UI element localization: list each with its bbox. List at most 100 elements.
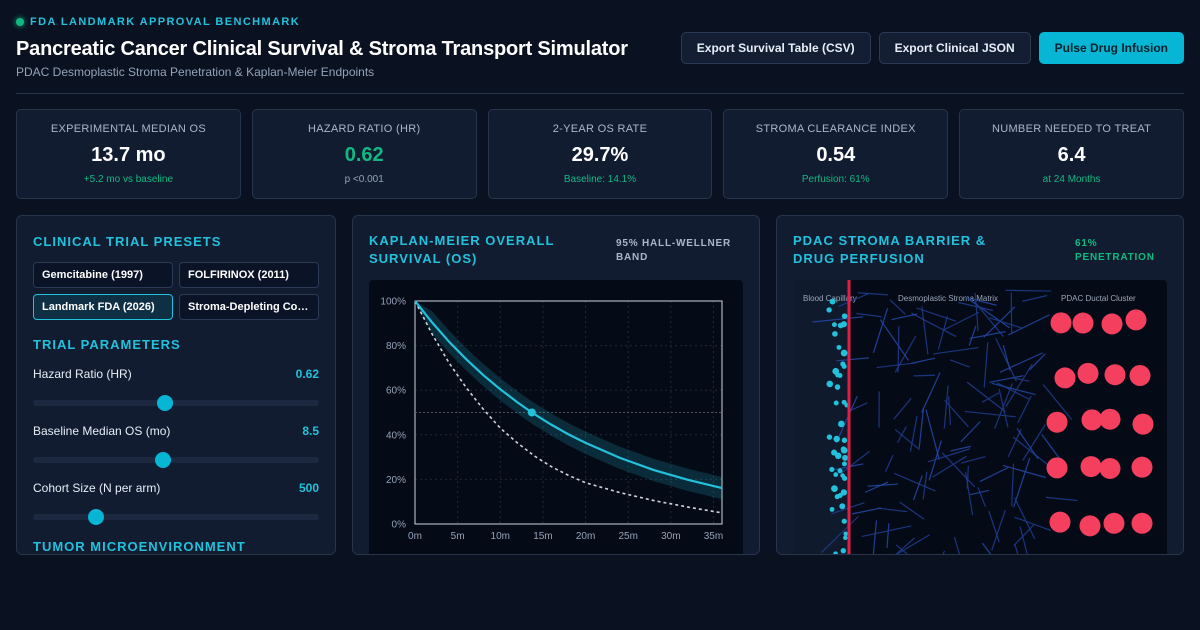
collagen-fiber [927, 448, 970, 463]
preset-stroma-depleting[interactable]: Stroma-Depleting Combo [179, 294, 319, 320]
collagen-fiber [999, 352, 1043, 373]
collagen-fiber [988, 510, 1000, 543]
collagen-fiber [879, 319, 910, 361]
hazard-ratio-slider[interactable] [33, 395, 319, 411]
collagen-fiber [867, 483, 898, 487]
preset-gemcitabine[interactable]: Gemcitabine (1997) [33, 262, 173, 288]
collagen-fiber [1022, 294, 1048, 302]
collagen-fiber [983, 306, 1016, 338]
collagen-fiber [968, 325, 977, 346]
collagen-fiber [1014, 543, 1019, 554]
y-tick-label: 100% [380, 297, 406, 308]
tumor-cell [1104, 364, 1126, 386]
tumor-cells [1046, 309, 1154, 537]
collagen-fiber [932, 455, 967, 478]
tumor-cell [1050, 312, 1072, 334]
km-badge: 95% HALL-WELLNER BAND [616, 238, 732, 263]
drug-particle [837, 372, 843, 378]
tumor-cell [1129, 365, 1151, 387]
param-value: 500 [298, 481, 319, 495]
kpi-sub: +5.2 mo vs baseline [83, 174, 173, 185]
kpi-sub: Baseline: 14.1% [563, 174, 637, 185]
collagen-fiber [933, 346, 979, 355]
zone-label-capillary: Blood Capillary [803, 294, 857, 303]
collagen-fiber [899, 501, 925, 520]
slider-thumb[interactable] [156, 395, 173, 411]
collagen-fiber [942, 550, 946, 554]
slider-thumb[interactable] [87, 509, 104, 525]
collagen-fiber [916, 307, 956, 322]
drug-particle [837, 322, 844, 329]
collagen-fiber [989, 317, 1023, 329]
app-header: FDA LANDMARK APPROVAL BENCHMARK Pancreat… [16, 16, 1184, 94]
stroma-title: PDAC STROMA BARRIER & DRUG PERFUSION [793, 233, 987, 266]
collagen-fiber [1041, 433, 1063, 463]
preset-landmark-fda[interactable]: Landmark FDA (2026) [33, 294, 173, 320]
kpi-label: STROMA CLEARANCE INDEX [755, 123, 916, 135]
export-json-button[interactable]: Export Clinical JSON [878, 32, 1031, 64]
collagen-fiber [872, 308, 889, 353]
collagen-fiber [1007, 429, 1022, 458]
tumor-cell [1049, 511, 1071, 533]
collagen-fiber [911, 312, 957, 338]
presets-title: CLINICAL TRIAL PRESETS [33, 234, 222, 249]
kpi-sub: Perfusion: 61% [801, 174, 870, 185]
drug-particle [834, 494, 840, 500]
median-os-marker[interactable] [527, 408, 536, 417]
collagen-fiber [950, 359, 970, 368]
experimental-arm-curve [414, 300, 723, 490]
baseline-os-slider[interactable] [33, 452, 319, 468]
drug-particle [829, 506, 835, 512]
drug-particle [837, 468, 843, 474]
collagen-fiber [928, 440, 942, 481]
control-arm-curve [414, 300, 723, 514]
cohort-size-slider[interactable] [33, 509, 319, 525]
kpi-median-os: EXPERIMENTAL MEDIAN OS 13.7 mo +5.2 mo v… [16, 109, 241, 199]
zone-label-tumor: PDAC Ductal Cluster [1061, 294, 1136, 303]
slider-thumb[interactable] [155, 452, 172, 468]
collagen-fiber [989, 375, 1024, 383]
collagen-fiber [1011, 463, 1015, 507]
collagen-fiber [1005, 364, 1033, 407]
x-tick-label: 15m [533, 531, 552, 542]
collagen-fiber [960, 421, 981, 443]
tumor-cell [1101, 313, 1123, 335]
presets-panel: CLINICAL TRIAL PRESETS Gemcitabine (1997… [16, 215, 336, 555]
collagen-fiber [966, 465, 969, 489]
page-subtitle: PDAC Desmoplastic Stroma Penetration & K… [16, 65, 375, 79]
collagen-fiber [921, 306, 929, 355]
drug-particle [841, 313, 848, 320]
preset-folfirinox[interactable]: FOLFIRINOX (2011) [179, 262, 319, 288]
drug-particle [843, 535, 848, 541]
collagen-fiber [1019, 526, 1028, 554]
collagen-fiber [884, 454, 894, 472]
drug-particle [829, 298, 836, 305]
param-label: Baseline Median OS (mo) [33, 424, 171, 438]
collagen-fiber [966, 381, 1006, 413]
pulse-infusion-button[interactable]: Pulse Drug Infusion [1038, 32, 1184, 64]
collagen-fiber [937, 316, 948, 350]
collagen-fiber [941, 452, 976, 488]
collagen-fiber [1010, 376, 1030, 382]
collagen-fiber [913, 374, 936, 377]
collagen-fiber [864, 481, 889, 493]
tumor-cell [1132, 413, 1154, 435]
collagen-fiber [891, 313, 918, 321]
drug-particle [839, 503, 846, 510]
export-csv-button[interactable]: Export Survival Table (CSV) [680, 32, 871, 64]
x-tick-label: 30m [661, 531, 680, 542]
drug-particle [826, 434, 833, 440]
x-tick-label: 35m [704, 531, 723, 542]
stroma-map: Blood Capillary Desmoplastic Stroma Matr… [793, 280, 1154, 554]
collagen-fiber [1005, 289, 1052, 292]
collagen-fiber [857, 292, 889, 296]
kpi-label: HAZARD RATIO (HR) [307, 123, 421, 135]
kpi-value: 6.4 [1057, 144, 1086, 166]
tumor-cell [1103, 512, 1125, 534]
km-chart-container: 100% 80% 60% 40% 20% 0% 0m 5m 10m 15m 20m 25m 30m 35m [369, 280, 743, 554]
tumor-cell [1054, 367, 1076, 389]
stroma-panel: PDAC STROMA BARRIER & DRUG PERFUSION 61%… [776, 215, 1184, 555]
drug-particle [833, 472, 839, 477]
page-title: Pancreatic Cancer Clinical Survival & St… [16, 38, 628, 60]
stroma-fibers [812, 289, 1078, 554]
